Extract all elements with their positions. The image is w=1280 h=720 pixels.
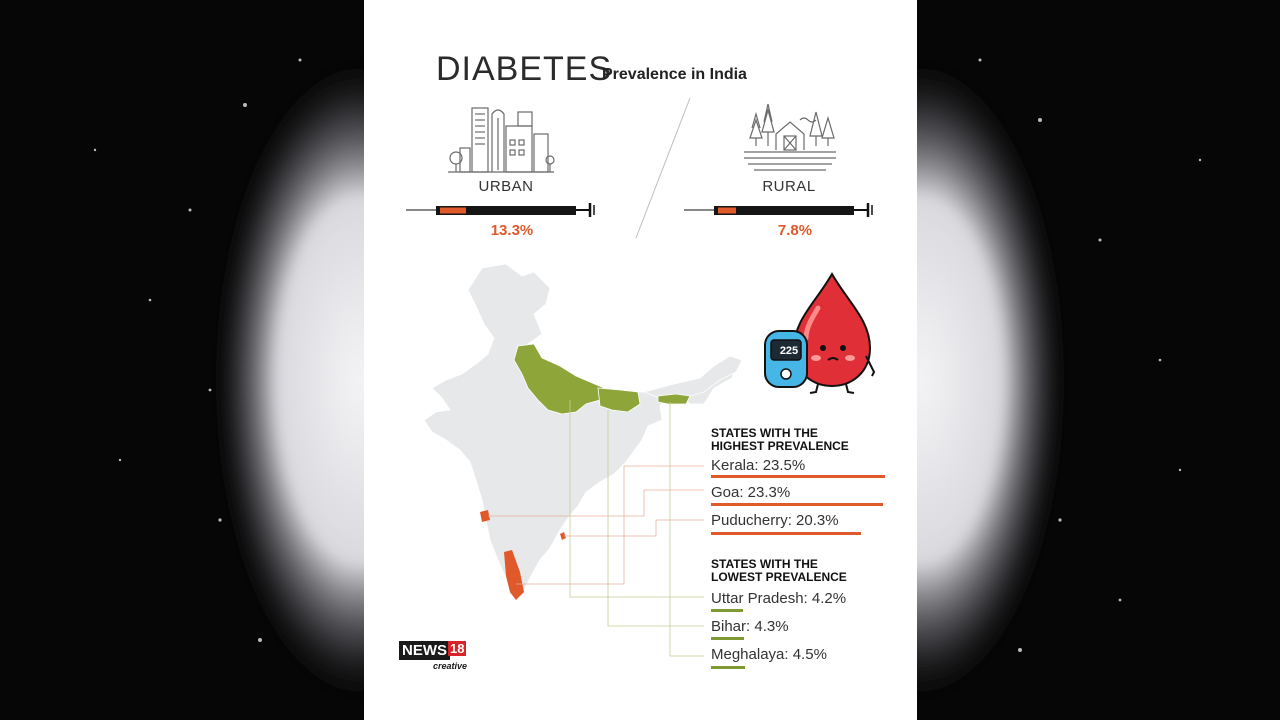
state-meghalaya-underline — [711, 666, 745, 669]
india-outline — [423, 263, 737, 601]
bihar-region — [597, 387, 641, 413]
logo-number: 18 — [448, 641, 467, 656]
urban-syringe-icon — [406, 203, 595, 217]
glucometer-reading: 225 — [779, 345, 799, 357]
page-subtitle: Prevalence in India — [602, 66, 747, 83]
logo-news-text: NEWS — [399, 641, 450, 660]
divider-line — [635, 97, 691, 239]
state-uttar-pradesh: Uttar Pradesh: 4.2% — [711, 590, 847, 607]
city-icon — [448, 107, 555, 173]
state-puducherry: Puducherry: 20.3% — [711, 512, 839, 529]
puducherry-region — [560, 532, 566, 540]
kerala-region — [504, 550, 524, 600]
page-title: DIABETES — [436, 50, 613, 88]
state-goa-underline — [711, 503, 883, 506]
rural-syringe-icon — [684, 203, 873, 217]
state-bihar: Bihar: 4.3% — [711, 618, 789, 635]
state-uttar-pradesh-underline — [711, 609, 743, 612]
state-kerala-underline — [711, 475, 885, 478]
state-puducherry-underline — [711, 532, 861, 535]
news18-logo: NEWS 18 creative — [399, 641, 467, 671]
state-goa: Goa: 23.3% — [711, 484, 791, 501]
rural-value: 7.8% — [777, 222, 813, 239]
logo-tag: creative — [433, 661, 468, 671]
rural-label: RURAL — [762, 178, 816, 195]
lowest-heading: STATES WITH THE LOWEST PREVALENCE — [711, 557, 847, 584]
highest-heading: STATES WITH THE HIGHEST PREVALENCE — [711, 426, 849, 453]
state-bihar-underline — [711, 637, 744, 640]
urban-label: URBAN — [478, 178, 534, 195]
infographic-card: DIABETES Prevalence in India URBAN — [364, 0, 917, 720]
uttar-pradesh-region — [513, 343, 605, 415]
goa-region — [480, 510, 490, 522]
urban-value: 13.3% — [490, 222, 534, 239]
blood-drop-mascot-icon — [792, 271, 876, 394]
state-meghalaya: Meghalaya: 4.5% — [711, 646, 827, 663]
meghalaya-region — [657, 393, 691, 405]
india-map — [423, 263, 743, 657]
state-kerala: Kerala: 23.5% — [711, 457, 806, 474]
glucometer-icon — [764, 330, 808, 388]
farm-icon — [744, 103, 836, 171]
